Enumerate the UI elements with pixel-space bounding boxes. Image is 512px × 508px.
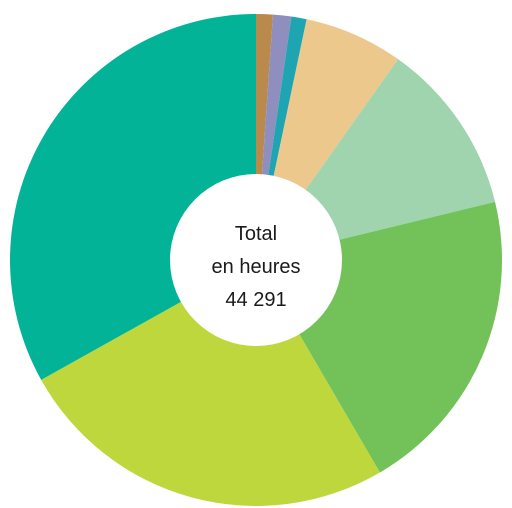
center-label-line1: Total	[235, 223, 277, 245]
donut-hole	[170, 174, 342, 346]
center-label-line2: en heures	[212, 256, 301, 278]
center-label-total: 44 291	[225, 289, 286, 311]
pie-slice-7	[41, 260, 380, 507]
